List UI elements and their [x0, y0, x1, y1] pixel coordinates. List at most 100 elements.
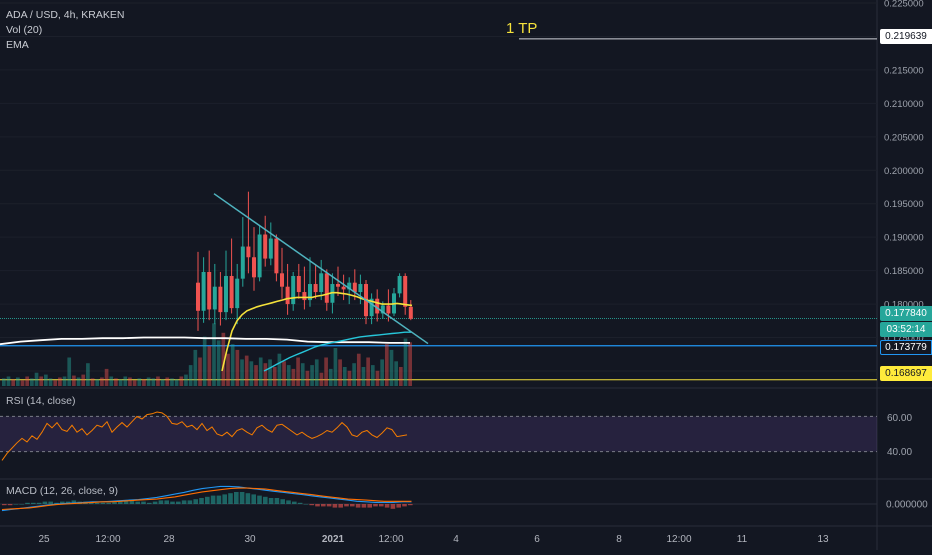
candle-body — [274, 238, 279, 274]
macd-histogram-bar — [19, 504, 24, 505]
volume-indicator-label[interactable]: Vol (20) — [6, 24, 43, 36]
macd-histogram-bar — [36, 502, 42, 504]
volume-bar — [142, 379, 146, 386]
volume-bar — [128, 377, 132, 386]
volume-bar — [263, 363, 268, 386]
volume-bar — [16, 377, 20, 386]
macd-histogram-bar — [176, 501, 181, 504]
candle-body — [263, 234, 268, 259]
macd-histogram-bar — [390, 504, 396, 509]
time-axis-label: 4 — [453, 534, 459, 545]
macd-histogram-bar — [361, 504, 367, 508]
macd-title[interactable]: MACD (12, 26, close, 9) — [6, 485, 119, 497]
volume-bar — [226, 353, 230, 386]
volume-bar — [296, 357, 300, 386]
volume-bar — [67, 357, 72, 386]
volume-bar — [254, 365, 258, 386]
volume-bar — [300, 363, 305, 386]
candle-body — [268, 238, 273, 259]
macd-histogram-bar — [315, 504, 320, 507]
volume-bar — [132, 380, 137, 386]
price-axis-label: 0.195000 — [884, 199, 924, 210]
volume-bar — [291, 368, 296, 386]
chart-legend: ADA / USD, 4h, KRAKEN Vol (20) EMA — [6, 8, 124, 53]
price-axis-label: 0.180000 — [884, 300, 924, 311]
volume-bar — [328, 368, 333, 386]
volume-bar — [114, 378, 118, 386]
candle-body — [324, 273, 329, 303]
macd-histogram-bar — [181, 500, 187, 504]
rsi-title[interactable]: RSI (14, close) — [6, 395, 76, 407]
volume-bar — [202, 336, 207, 386]
price-axis-label: 0.205000 — [884, 132, 924, 143]
volume-bar — [319, 372, 324, 386]
rsi-level-label: 60.00 — [887, 413, 912, 424]
volume-bar — [137, 378, 142, 386]
candle-body — [408, 306, 413, 319]
candle-body — [352, 282, 357, 293]
volume-bar — [403, 338, 408, 386]
price-axis-label: 0.215000 — [884, 65, 924, 76]
candle-body — [218, 286, 223, 313]
volume-bar — [2, 378, 6, 386]
volume-bar — [165, 377, 170, 386]
candle-body — [403, 275, 408, 307]
candle-body — [313, 284, 318, 293]
time-axis-label: 6 — [534, 534, 540, 545]
volume-bar — [384, 344, 389, 386]
macd-histogram-bar — [42, 501, 48, 504]
macd-histogram-bar — [141, 501, 146, 504]
time-axis-label: 2021 — [322, 534, 345, 545]
volume-bar — [95, 379, 100, 386]
rsi-line — [1, 411, 408, 461]
time-axis-label: 8 — [616, 534, 622, 545]
symbol-title[interactable]: ADA / USD, 4h, KRAKEN — [6, 9, 125, 21]
time-axis-label: 11 — [737, 534, 748, 545]
macd-histogram-bar — [355, 504, 361, 508]
volume-bar — [389, 349, 394, 386]
volume-bar — [268, 359, 272, 386]
macd-histogram-bar — [135, 501, 140, 504]
last-price-tag: 0.177840 — [880, 306, 932, 321]
volume-bar — [314, 359, 319, 386]
macd-histogram-bar — [332, 504, 338, 508]
candle-body — [196, 282, 200, 311]
macd-signal-line — [1, 487, 412, 511]
volume-bar — [48, 378, 53, 386]
macd-histogram-bar — [112, 501, 117, 504]
volume-bar — [146, 377, 151, 386]
volume-bar — [30, 378, 34, 386]
volume-bar — [310, 365, 314, 386]
volume-bar — [272, 367, 277, 386]
ema-indicator-label[interactable]: EMA — [6, 39, 29, 51]
macd-histogram-bar — [205, 496, 210, 504]
macd-histogram-bar — [7, 504, 13, 506]
candle-body — [240, 246, 245, 279]
volume-bar — [221, 332, 226, 386]
candle-body — [207, 271, 212, 310]
candle-body — [341, 286, 346, 290]
take-profit-label: 1 TP — [506, 20, 538, 37]
macd-histogram-bar — [274, 498, 280, 504]
volume-bar — [6, 376, 11, 386]
price-axis-label: 0.200000 — [884, 166, 924, 177]
candle-body — [380, 305, 385, 314]
candle-body — [257, 234, 262, 278]
candle-body — [291, 275, 296, 305]
candle-body — [296, 275, 301, 293]
volume-bar — [207, 346, 212, 386]
volume-bar — [305, 370, 310, 386]
volume-bar — [123, 376, 128, 386]
volume-bar — [188, 365, 193, 386]
macd-histogram-bar — [384, 504, 390, 508]
volume-bar — [81, 374, 86, 386]
price-axis-label: 0.225000 — [884, 0, 924, 10]
macd-histogram-bar — [338, 504, 343, 508]
candle-body — [302, 292, 307, 301]
volume-bar — [258, 357, 263, 386]
volume-bar — [179, 376, 184, 386]
volume-bar — [118, 379, 123, 386]
macd-histogram-bar — [100, 502, 106, 504]
